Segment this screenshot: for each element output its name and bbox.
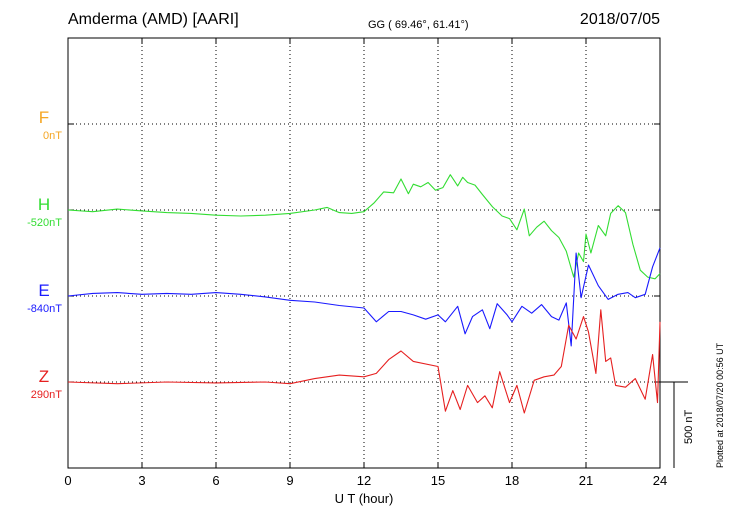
x-axis-label: U T (hour): [335, 491, 394, 506]
baseline-value-z: 290nT: [31, 389, 62, 401]
x-axis-ticks: [67, 38, 661, 468]
channel-label-e: E: [38, 281, 49, 300]
channel-label-f: F: [39, 108, 49, 127]
x-tick-label-18: 18: [505, 473, 519, 488]
trace-h: [67, 174, 661, 280]
x-axis-tick-labels: 0 3 6 9 12 15 18 21 24: [64, 473, 667, 488]
trace-z: [67, 309, 661, 414]
grid-lines: [141, 38, 587, 468]
x-tick-label-9: 9: [286, 473, 293, 488]
trace-e: [67, 247, 661, 347]
x-tick-label-0: 0: [64, 473, 71, 488]
x-tick-label-6: 6: [212, 473, 219, 488]
plotted-timestamp: Plotted at 2018/07/20 00:56 UT: [715, 342, 725, 468]
baseline-value-e: -840nT: [27, 303, 62, 315]
x-tick-label-12: 12: [357, 473, 371, 488]
x-tick-label-15: 15: [431, 473, 445, 488]
data-traces: [67, 174, 661, 414]
baseline-value-f: 0nT: [43, 130, 62, 142]
channel-label-h: H: [38, 195, 50, 214]
x-tick-label-21: 21: [579, 473, 593, 488]
x-tick-label-24: 24: [653, 473, 667, 488]
baseline-value-h: -520nT: [27, 217, 62, 229]
channel-labels: F 0nT H -520nT E -840nT Z 290nT: [27, 108, 62, 401]
channel-label-z: Z: [39, 367, 49, 386]
coordinates-label: GG ( 69.46°, 61.41°): [368, 19, 469, 31]
station-title: Amderma (AMD) [AARI]: [68, 11, 239, 28]
scale-bar-label: 500 nT: [683, 409, 695, 444]
x-tick-label-3: 3: [138, 473, 145, 488]
date-label: 2018/07/05: [580, 11, 660, 28]
